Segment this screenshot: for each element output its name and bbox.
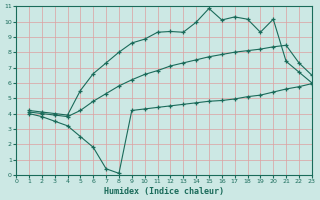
- X-axis label: Humidex (Indice chaleur): Humidex (Indice chaleur): [104, 187, 224, 196]
